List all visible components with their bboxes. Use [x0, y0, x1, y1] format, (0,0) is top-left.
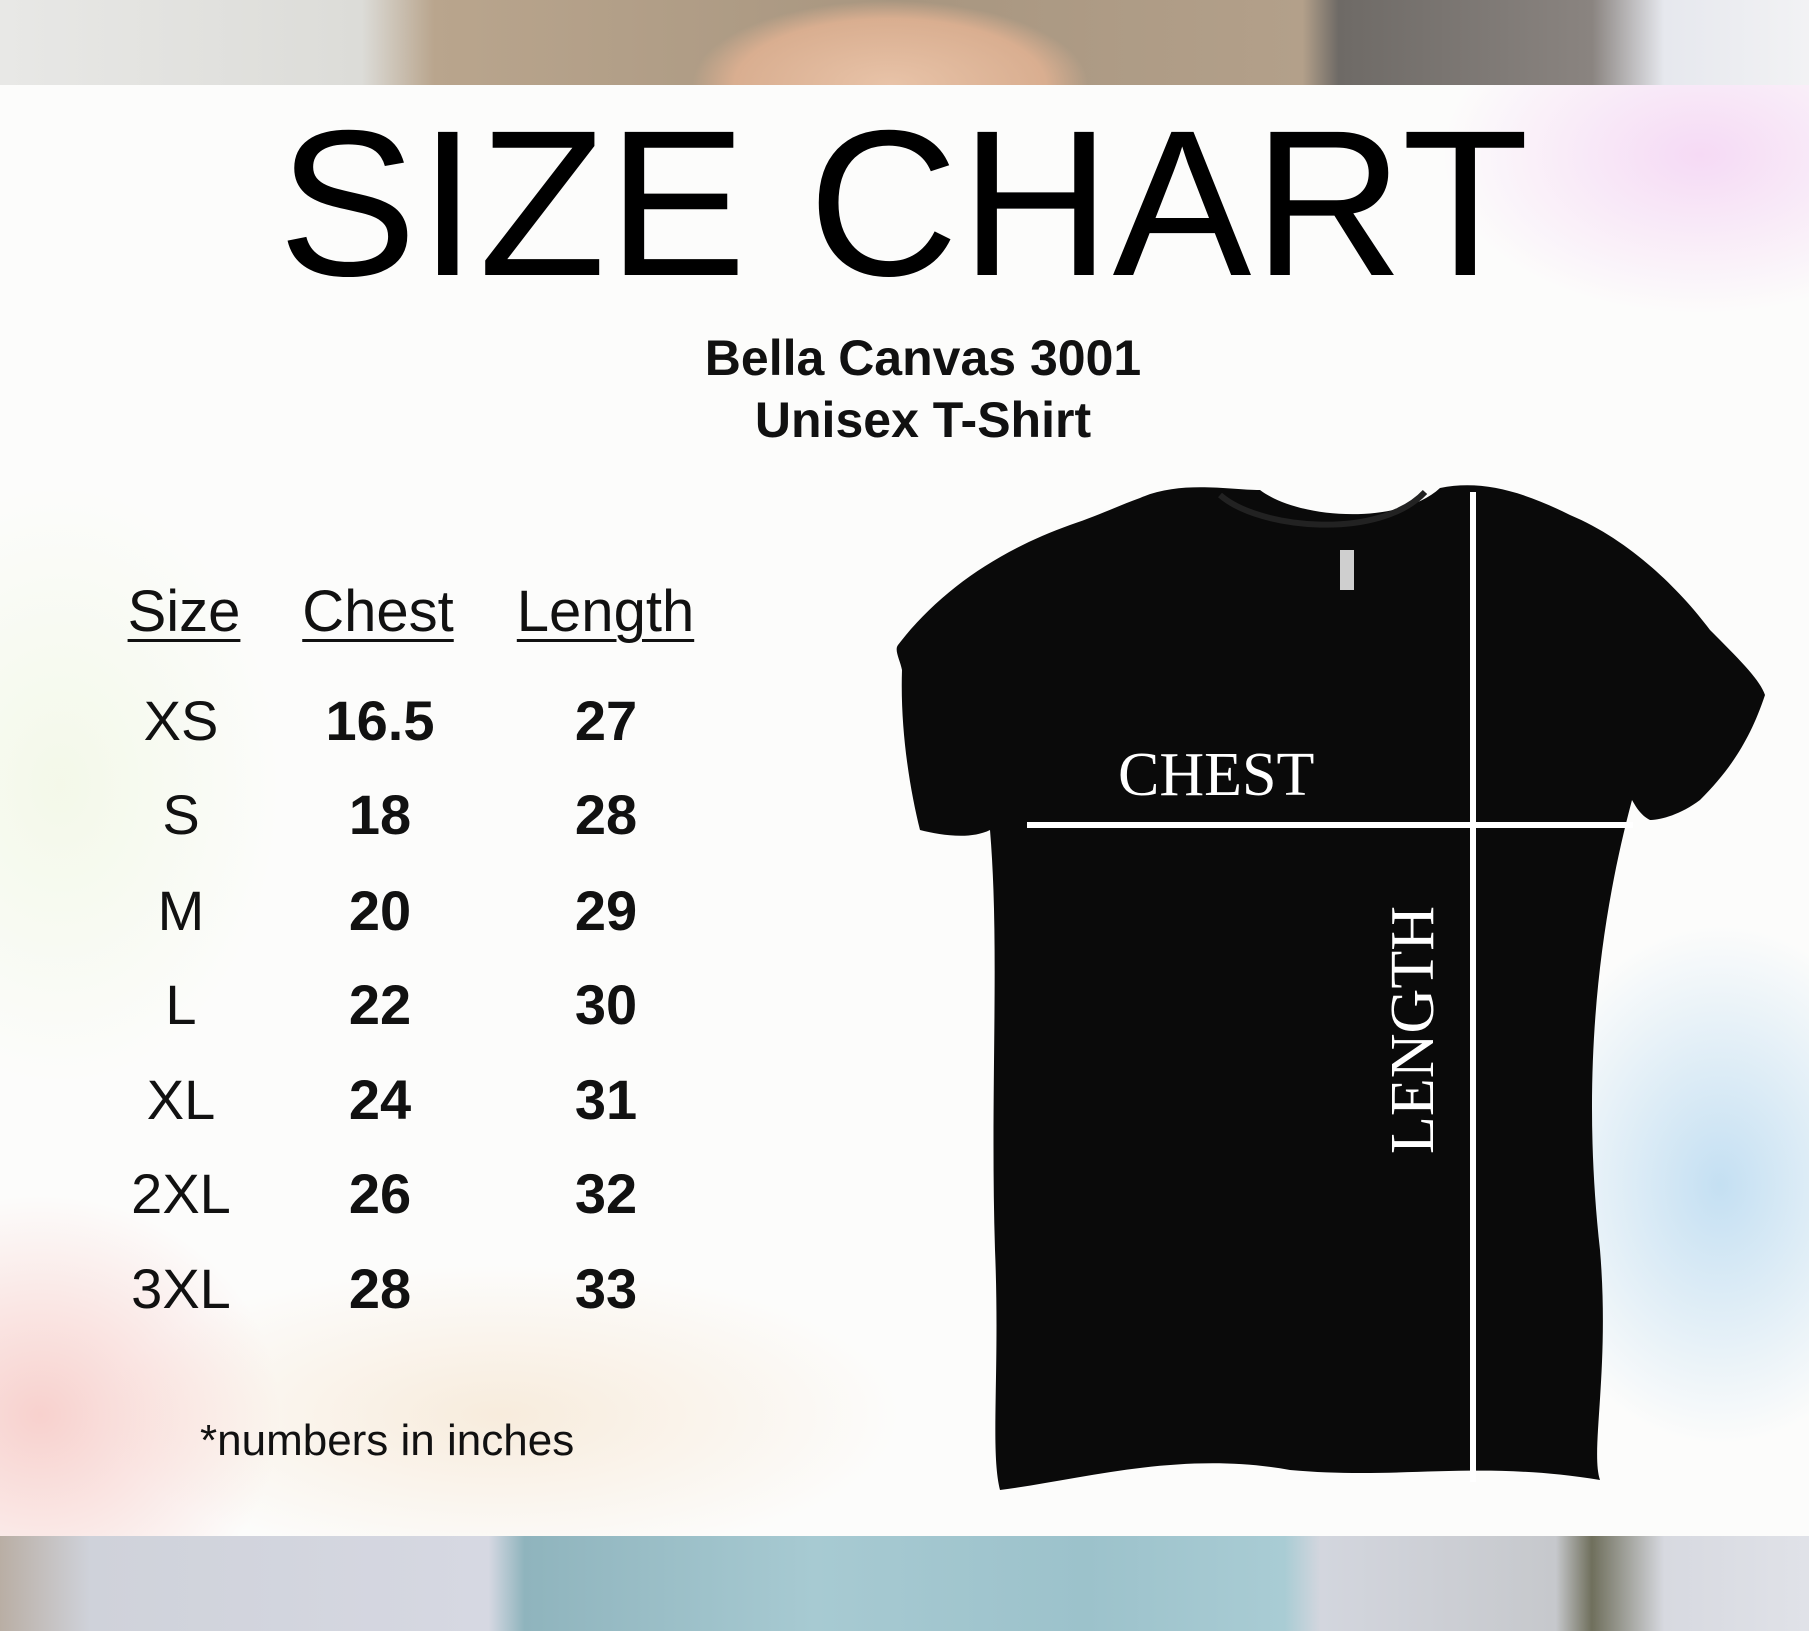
background-photo-bottom	[0, 1536, 1809, 1631]
product-name: Bella Canvas 3001	[704, 330, 1142, 386]
chest-cell: 24	[348, 1068, 412, 1131]
length-cell: 30	[574, 973, 638, 1036]
page-title: SIZE CHART	[278, 88, 1531, 320]
chest-cell: 16.5	[325, 689, 435, 752]
size-cell: 2XL	[131, 1162, 231, 1225]
tshirt-diagram	[896, 485, 1765, 1491]
header-chest: Chest	[302, 579, 454, 644]
chest-cell: 26	[348, 1162, 412, 1225]
length-cell: 29	[574, 879, 638, 942]
length-cell: 32	[574, 1162, 638, 1225]
collar	[1218, 489, 1428, 528]
background-photo-top	[0, 0, 1809, 85]
size-cell: XL	[146, 1068, 216, 1131]
size-cell: 3XL	[131, 1257, 231, 1320]
size-cell: S	[162, 783, 200, 846]
tshirt-shape	[896, 485, 1765, 1491]
chest-cell: 28	[348, 1257, 412, 1320]
length-cell: 28	[574, 783, 638, 846]
length-cell: 33	[574, 1257, 638, 1320]
header-length: Length	[516, 579, 695, 644]
chest-cell: 22	[348, 973, 412, 1036]
product-type: Unisex T-Shirt	[754, 392, 1092, 448]
neck-tag	[1340, 550, 1354, 590]
size-cell: XS	[143, 689, 219, 752]
units-note: *numbers in inches	[200, 1416, 575, 1465]
size-cell: L	[165, 973, 197, 1036]
chest-cell: 20	[348, 879, 412, 942]
chest-cell: 18	[348, 783, 412, 846]
size-cell: M	[157, 879, 205, 942]
length-cell: 31	[574, 1068, 638, 1131]
length-cell: 27	[574, 689, 638, 752]
chest-label: CHEST	[1118, 741, 1315, 809]
length-label: LENGTH	[1379, 906, 1447, 1154]
model-face	[690, 0, 1090, 85]
header-size: Size	[127, 579, 241, 644]
